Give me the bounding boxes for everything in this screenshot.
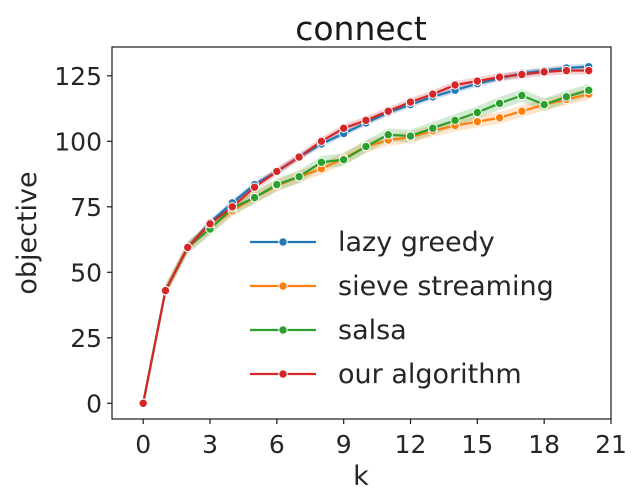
our-algorithm-point (316, 136, 327, 147)
plot-frame (111, 46, 612, 420)
salsa-point (361, 141, 371, 152)
our-algorithm-point (249, 182, 260, 192)
our-algorithm-point (138, 398, 148, 408)
chart-title: connect (295, 9, 427, 48)
lazy-greedy-legend-marker (278, 237, 288, 247)
our-algorithm-point (272, 166, 282, 177)
lazy-greedy-legend-label: lazy greedy (338, 227, 495, 258)
our-algorithm-point (539, 67, 549, 77)
our-algorithm-point (160, 285, 171, 296)
our-algorithm-point (450, 80, 460, 90)
y-tick-label: 100 (54, 127, 102, 156)
our-algorithm-point (494, 72, 505, 82)
x-tick-label: 18 (528, 430, 560, 459)
x-tick-label: 0 (135, 430, 151, 459)
sieve-streaming-legend-marker (278, 281, 288, 291)
series-markers (138, 61, 594, 408)
our-algorithm-legend-marker (278, 369, 288, 379)
y-axis-label: objective (12, 171, 43, 294)
our-algorithm-point (227, 202, 237, 212)
our-algorithm-point (383, 106, 393, 116)
x-tick-label: 3 (202, 430, 218, 459)
salsa-point (494, 98, 505, 109)
salsa-point (428, 123, 438, 133)
sieve-streaming-band (143, 88, 589, 404)
our-algorithm-point (428, 89, 438, 99)
our-algorithm-point (294, 152, 304, 162)
x-axis-label: k (353, 461, 369, 492)
x-tick-label: 15 (461, 430, 493, 459)
salsa-point (539, 99, 549, 110)
our-algorithm-point (405, 97, 416, 107)
y-tick-label: 50 (70, 258, 102, 287)
our-algorithm-point (517, 69, 527, 80)
x-tick-label: 12 (395, 430, 427, 459)
sieve-streaming-point (472, 116, 483, 127)
our-algorithm-point (584, 65, 594, 76)
x-axis: 0 3 6 9 12 15 18 21 (135, 419, 627, 459)
salsa-point (249, 192, 260, 203)
salsa-point (405, 131, 416, 141)
legend: lazy greedy sieve streaming salsa our algor… (250, 227, 554, 390)
salsa-legend-marker (278, 325, 288, 335)
salsa-point (517, 90, 527, 101)
salsa-legend-label: salsa (338, 315, 407, 346)
sieve-streaming-point (517, 106, 527, 116)
y-tick-label: 75 (70, 193, 102, 222)
y-tick-label: 0 (86, 389, 102, 418)
y-tick-label: 25 (70, 324, 102, 353)
salsa-point (272, 179, 282, 190)
our-algorithm-point (205, 219, 215, 229)
salsa-point (472, 107, 483, 118)
sieve-streaming-point (494, 113, 505, 123)
x-tick-label: 6 (269, 430, 285, 459)
x-tick-label: 9 (336, 430, 352, 459)
our-algorithm-point (561, 65, 572, 76)
salsa-point (338, 154, 349, 165)
x-tick-label: 21 (595, 430, 627, 459)
our-algorithm-point (472, 76, 483, 86)
salsa-point (561, 92, 572, 102)
salsa-point (450, 115, 460, 126)
sieve-streaming-legend-label: sieve streaming (338, 271, 554, 302)
our-algorithm-point (338, 123, 349, 133)
salsa-point (383, 130, 393, 140)
our-algorithm-point (361, 115, 371, 126)
salsa-point (294, 171, 304, 182)
y-tick-label: 125 (54, 62, 102, 91)
our-algorithm-legend-label: our algorithm (338, 359, 522, 390)
salsa-point (316, 157, 327, 167)
y-axis: 0 25 50 75 100 125 (54, 62, 112, 418)
salsa-point (584, 85, 594, 95)
our-algorithm-point (183, 242, 193, 253)
